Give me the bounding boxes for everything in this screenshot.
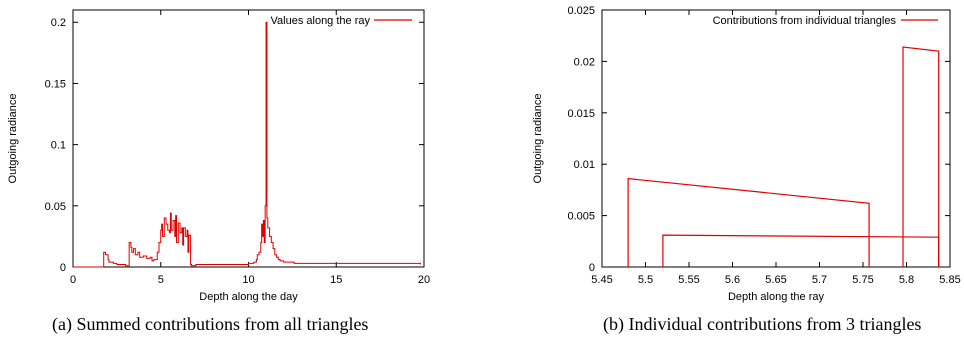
plot-frame: [72, 9, 425, 268]
legend-label: Contributions from individual triangles: [713, 15, 897, 27]
x-tick-label: 5.7: [812, 274, 827, 286]
y-tick-label: 0.025: [567, 5, 595, 17]
series-line-triangle-1: [627, 177, 870, 267]
y-tick-label: 0.01: [574, 159, 595, 171]
x-tick-label: 0: [70, 274, 76, 286]
chart-a: 0 5 10 15 20 0 0.05 0.1 0.15 0.2 Depth along the d…: [7, 9, 430, 303]
y-tick-label: 0.015: [567, 108, 595, 120]
series-line-triangle-2: [662, 234, 940, 267]
y-tick-label: 0.2: [51, 17, 66, 29]
y-tick-label: 0.15: [45, 78, 66, 90]
x-tick-label: 5.8: [899, 274, 914, 286]
x-axis-label: Depth along the day: [199, 291, 298, 303]
x-tick-label: 5.5: [638, 274, 653, 286]
x-tick-label: 5.55: [678, 274, 699, 286]
y-tick-label: 0.1: [51, 140, 66, 152]
x-tick-label: 5.75: [852, 274, 873, 286]
x-tick-label: 20: [418, 274, 430, 286]
y-tick-label: 0: [589, 262, 595, 274]
y-tick-label: 0.05: [45, 201, 66, 213]
caption-b: (b) Individual contributions from 3 tria…: [603, 314, 922, 334]
x-tick-label: 5.85: [939, 274, 960, 286]
y-tick-label: 0.005: [567, 211, 595, 223]
y-tick-label: 0.02: [574, 56, 595, 68]
x-tick-label: 15: [330, 274, 342, 286]
caption-a: (a) Summed contributions from all triang…: [52, 314, 369, 334]
series-line-values: [73, 21, 421, 268]
x-tick-label: 5: [158, 274, 164, 286]
legend-label: Values along the ray: [271, 15, 371, 27]
y-tick-label: 0: [60, 262, 66, 274]
x-tick-label: 5.65: [765, 274, 786, 286]
series-line-triangle-3: [902, 46, 940, 267]
x-tick-label: 10: [242, 274, 254, 286]
x-tick-label: 5.6: [725, 274, 740, 286]
chart-b: 5.45 5.5 5.55 5.6 5.65 5.7 5.75 5.8 5.85 0 0.005 0.…: [532, 5, 961, 303]
y-axis-label: Outgoing radiance: [532, 94, 544, 184]
plot-frame: [601, 9, 951, 268]
x-axis-label: Depth along the ray: [728, 291, 825, 303]
y-axis-label: Outgoing radiance: [7, 94, 19, 184]
x-tick-label: 5.45: [591, 274, 612, 286]
